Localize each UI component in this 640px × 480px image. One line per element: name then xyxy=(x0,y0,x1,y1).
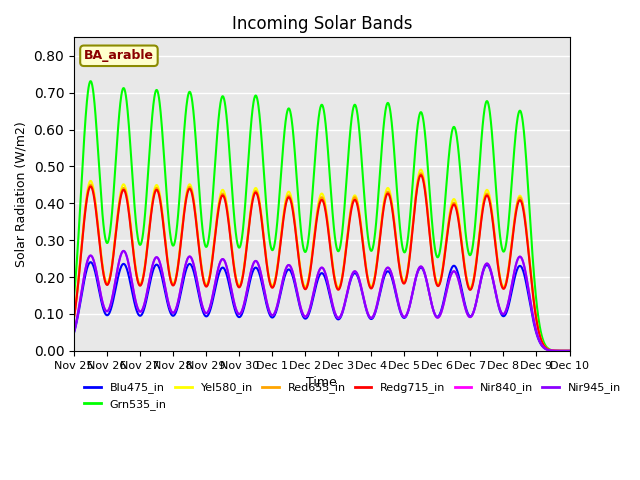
Grn535_in xyxy=(353,105,360,111)
Nir945_in xyxy=(353,269,360,275)
Line: Red655_in: Red655_in xyxy=(74,173,570,351)
Redg715_in xyxy=(291,220,298,226)
Grn535_in xyxy=(129,180,137,186)
Redg715_in xyxy=(70,314,78,320)
Blu475_in xyxy=(353,271,360,277)
Yel580_in xyxy=(352,194,360,200)
Redg715_in xyxy=(109,261,116,266)
Blu475_in xyxy=(109,300,116,305)
Blu475_in xyxy=(300,314,308,320)
Title: Incoming Solar Bands: Incoming Solar Bands xyxy=(232,15,412,33)
Redg715_in xyxy=(280,211,288,216)
Yel580_in xyxy=(70,313,78,319)
Red655_in xyxy=(417,170,424,176)
Blu475_in xyxy=(86,259,94,265)
Text: BA_arable: BA_arable xyxy=(84,49,154,62)
Redg715_in xyxy=(352,198,360,204)
Red655_in xyxy=(352,195,360,201)
Blu475_in xyxy=(70,330,78,336)
Grn535_in xyxy=(566,348,573,354)
Grn535_in xyxy=(86,78,94,84)
Grn535_in xyxy=(291,150,299,156)
Grn535_in xyxy=(109,202,116,207)
Y-axis label: Solar Radiation (W/m2): Solar Radiation (W/m2) xyxy=(15,121,28,267)
Red655_in xyxy=(70,314,78,320)
Line: Blu475_in: Blu475_in xyxy=(74,262,570,351)
Nir945_in xyxy=(109,294,116,300)
Line: Nir840_in: Nir840_in xyxy=(74,251,570,351)
Line: Grn535_in: Grn535_in xyxy=(74,81,570,351)
X-axis label: Time: Time xyxy=(307,376,337,389)
Blu475_in xyxy=(129,292,137,298)
Yel580_in xyxy=(109,258,116,264)
Nir945_in xyxy=(566,348,573,354)
Yel580_in xyxy=(280,205,288,211)
Nir840_in xyxy=(129,284,137,290)
Yel580_in xyxy=(417,167,424,172)
Nir840_in xyxy=(300,312,308,318)
Redg715_in xyxy=(129,242,136,248)
Line: Nir945_in: Nir945_in xyxy=(74,251,570,351)
Red655_in xyxy=(566,348,573,354)
Nir840_in xyxy=(120,248,127,254)
Blu475_in xyxy=(281,274,289,280)
Legend: Blu475_in, Grn535_in, Yel580_in, Red655_in, Redg715_in, Nir840_in, Nir945_in: Blu475_in, Grn535_in, Yel580_in, Red655_… xyxy=(79,378,625,414)
Grn535_in xyxy=(300,247,308,252)
Redg715_in xyxy=(417,172,424,178)
Nir945_in xyxy=(291,278,299,284)
Grn535_in xyxy=(281,128,289,133)
Nir840_in xyxy=(291,278,299,284)
Yel580_in xyxy=(291,216,298,221)
Red655_in xyxy=(109,260,116,265)
Nir840_in xyxy=(353,269,360,275)
Redg715_in xyxy=(566,348,573,354)
Yel580_in xyxy=(129,239,136,244)
Yel580_in xyxy=(566,348,573,354)
Nir945_in xyxy=(129,284,137,290)
Nir945_in xyxy=(70,329,78,335)
Nir945_in xyxy=(281,270,289,276)
Red655_in xyxy=(300,283,307,288)
Line: Redg715_in: Redg715_in xyxy=(74,175,570,351)
Redg715_in xyxy=(300,284,307,289)
Grn535_in xyxy=(70,293,78,299)
Blu475_in xyxy=(566,348,573,354)
Nir840_in xyxy=(281,270,289,276)
Blu475_in xyxy=(291,282,299,288)
Nir945_in xyxy=(120,248,127,254)
Nir840_in xyxy=(70,329,78,335)
Nir840_in xyxy=(566,348,573,354)
Nir945_in xyxy=(300,312,308,318)
Red655_in xyxy=(280,209,288,215)
Yel580_in xyxy=(300,281,307,287)
Line: Yel580_in: Yel580_in xyxy=(74,169,570,351)
Red655_in xyxy=(291,218,298,224)
Nir840_in xyxy=(109,294,116,300)
Red655_in xyxy=(129,241,136,247)
